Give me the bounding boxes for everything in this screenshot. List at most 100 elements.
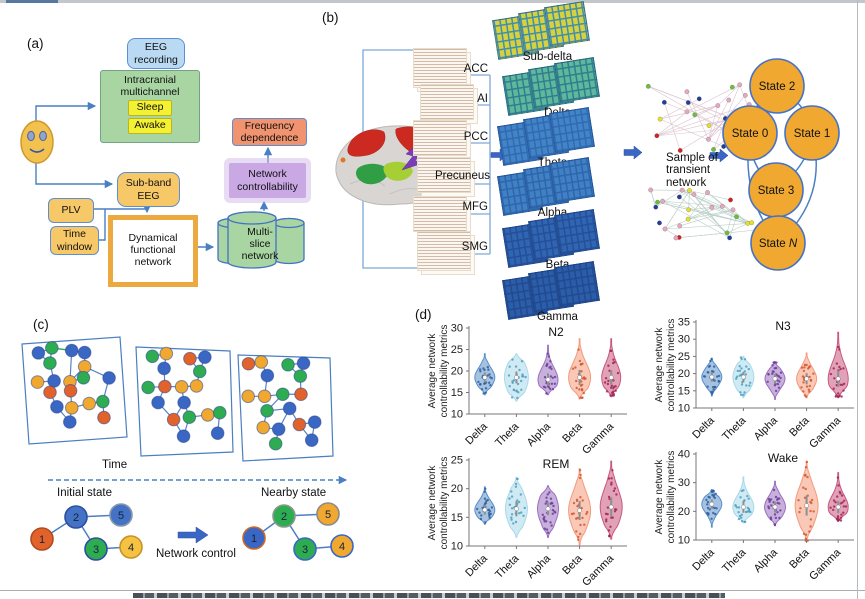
y-axis-label: Average network bbox=[427, 333, 438, 409]
median-marker bbox=[577, 375, 582, 380]
connectivity-matrix bbox=[554, 209, 600, 255]
node-number: 4 bbox=[128, 542, 134, 554]
panel-c-label: (c) bbox=[33, 317, 49, 332]
numbered-node bbox=[330, 534, 354, 558]
network-node bbox=[293, 369, 308, 383]
network-node bbox=[198, 350, 212, 364]
panel-c-graphics: 1 2 5 3 4 1 2 5 3 4 bbox=[21, 336, 354, 561]
connectivity-matrix bbox=[554, 57, 600, 103]
nearby-state-label: Nearby state bbox=[261, 487, 327, 499]
y-tick-label: 10 bbox=[451, 541, 463, 553]
state-transition-graph: State 2 State 0 State 1 State 3 State N bbox=[722, 58, 840, 271]
network-node bbox=[76, 371, 91, 385]
panel-a-label: (a) bbox=[27, 36, 44, 51]
network-node bbox=[210, 426, 225, 441]
matrix-stack-beta: Beta bbox=[502, 209, 610, 272]
x-tick-label: Delta bbox=[463, 420, 490, 447]
network-node bbox=[254, 355, 269, 369]
network-node bbox=[47, 374, 61, 388]
network-node bbox=[157, 361, 171, 376]
network-node bbox=[145, 349, 160, 364]
median-marker bbox=[709, 374, 715, 380]
flow-arrow-matrices-to-networks bbox=[623, 145, 643, 160]
violin-gamma bbox=[827, 472, 849, 522]
network-slice bbox=[135, 346, 234, 457]
network-node bbox=[158, 379, 172, 394]
sub-band-eeg-box: Sub-band EEG bbox=[117, 172, 180, 207]
right-border bbox=[857, 0, 858, 599]
y-tick-label: 20 bbox=[451, 483, 463, 495]
node-number: 3 bbox=[93, 544, 99, 556]
region-label-pcc: PCC bbox=[463, 131, 488, 143]
y-axis-label: Average network bbox=[654, 327, 665, 403]
network-node bbox=[82, 396, 96, 411]
network-node bbox=[177, 395, 191, 410]
state-node-label: State N bbox=[759, 238, 798, 250]
y-tick-label: 15 bbox=[451, 387, 463, 399]
band-label-sub-delta: Sub-delta bbox=[522, 51, 573, 63]
matrix-stack-gamma: Gamma bbox=[502, 261, 610, 324]
network-node bbox=[77, 345, 92, 360]
numbered-node bbox=[119, 535, 143, 559]
violin-alpha bbox=[764, 361, 786, 400]
network-node bbox=[166, 412, 181, 427]
state-node bbox=[784, 105, 840, 161]
time-window-box: Time window bbox=[50, 226, 99, 255]
violin-subplot-n3: 10 15 20 25 30 35 N3 Average network controllabi… bbox=[654, 317, 854, 451]
network-node bbox=[45, 341, 59, 355]
subplot-title: N2 bbox=[548, 325, 564, 339]
median-marker bbox=[482, 507, 488, 513]
x-tick-label: Gamma bbox=[580, 552, 617, 589]
violin-delta bbox=[474, 486, 496, 525]
network-node bbox=[141, 380, 155, 395]
numbered-node bbox=[64, 505, 88, 529]
x-tick-label: Beta bbox=[560, 420, 585, 445]
subplot-title: Wake bbox=[768, 451, 799, 465]
network-node bbox=[307, 415, 322, 429]
violin-gamma bbox=[601, 338, 622, 398]
numbered-node bbox=[316, 502, 340, 526]
y-tick-label: 30 bbox=[678, 334, 690, 346]
time-label: Time bbox=[102, 459, 128, 471]
x-tick-label: Theta bbox=[493, 552, 522, 581]
network-node bbox=[260, 368, 275, 383]
frequency-dependence-box: Frequency dependence bbox=[232, 118, 307, 146]
median-marker bbox=[835, 504, 841, 510]
matrix-stack-sub-delta: Sub-delta bbox=[492, 1, 600, 64]
y-tick-label: 25 bbox=[451, 344, 463, 356]
network-node bbox=[97, 410, 111, 425]
network-node bbox=[271, 422, 286, 436]
numbered-node bbox=[293, 537, 317, 561]
top-crop-mark bbox=[6, 0, 58, 3]
median-marker bbox=[772, 376, 778, 382]
region-label-precuneus: Precuneus bbox=[435, 170, 490, 182]
state-node-label: State 0 bbox=[732, 128, 768, 140]
region-label-mfg: MFG bbox=[462, 201, 488, 213]
network-node bbox=[294, 387, 308, 402]
x-tick-label: Delta bbox=[690, 414, 717, 441]
region-label-ai: AI bbox=[477, 93, 488, 105]
network-node bbox=[64, 400, 79, 415]
median-marker bbox=[804, 503, 809, 508]
network-node bbox=[50, 400, 64, 414]
y-axis-label: controllability metrics bbox=[666, 319, 677, 412]
x-tick-label: Alpha bbox=[525, 420, 554, 449]
violin-delta bbox=[701, 357, 723, 397]
connectivity-matrix bbox=[544, 1, 590, 47]
y-tick-label: 15 bbox=[451, 512, 463, 524]
x-tick-label: Gamma bbox=[807, 546, 844, 583]
x-tick-label: Alpha bbox=[752, 414, 781, 443]
eeg-recording-box: EEG recording bbox=[127, 38, 185, 69]
network-node bbox=[43, 356, 57, 370]
y-tick-label: 15 bbox=[678, 385, 690, 397]
network-node bbox=[296, 356, 311, 370]
x-tick-label: Alpha bbox=[752, 546, 781, 575]
median-marker bbox=[608, 375, 614, 380]
network-node bbox=[200, 408, 215, 422]
y-axis-label: controllability metrics bbox=[666, 451, 677, 544]
violin-theta bbox=[503, 353, 529, 402]
state-node bbox=[749, 58, 805, 114]
violin-beta bbox=[568, 468, 592, 546]
violin-beta bbox=[794, 460, 819, 542]
